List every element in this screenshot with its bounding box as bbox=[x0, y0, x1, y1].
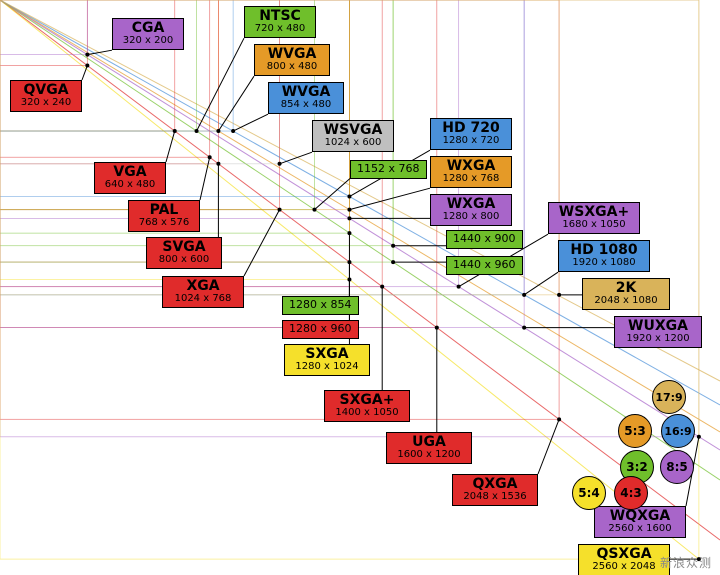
res-r1280b: 1280 x 960 bbox=[282, 320, 359, 339]
res-uga-dims: 1600 x 1200 bbox=[393, 450, 465, 461]
res-wvga1: WVGA800 x 480 bbox=[254, 44, 330, 76]
res-ntsc-name: NTSC bbox=[251, 9, 309, 24]
aspect-5-3: 5:3 bbox=[618, 414, 652, 448]
res-hd1080-name: HD 1080 bbox=[565, 243, 643, 258]
res-svga-dims: 800 x 600 bbox=[153, 255, 215, 266]
res-wxga1: WXGA1280 x 768 bbox=[430, 156, 512, 188]
res-r1440a-dims: 1440 x 900 bbox=[453, 233, 516, 245]
res-cga-dims: 320 x 200 bbox=[119, 36, 177, 47]
res-sxgap-name: SXGA+ bbox=[331, 393, 403, 408]
res-wsvga: WSVGA1024 x 600 bbox=[312, 120, 394, 152]
res-r1280a: 1280 x 854 bbox=[282, 296, 359, 315]
res-svga: SVGA800 x 600 bbox=[146, 237, 222, 269]
res-k2-name: 2K bbox=[589, 281, 663, 296]
res-r1440a: 1440 x 900 bbox=[446, 230, 523, 249]
res-wqxga-name: WQXGA bbox=[601, 509, 679, 524]
res-xga: XGA1024 x 768 bbox=[162, 276, 244, 308]
res-ntsc-dims: 720 x 480 bbox=[251, 24, 309, 35]
res-qxga-dims: 2048 x 1536 bbox=[459, 492, 531, 503]
res-xga-name: XGA bbox=[169, 279, 237, 294]
res-hd720-dims: 1280 x 720 bbox=[437, 136, 505, 147]
res-xga-dims: 1024 x 768 bbox=[169, 294, 237, 305]
res-wvga1-name: WVGA bbox=[261, 47, 323, 62]
res-pal-name: PAL bbox=[135, 203, 193, 218]
res-wxga2-dims: 1280 x 800 bbox=[437, 212, 505, 223]
res-wsxgap: WSXGA+1680 x 1050 bbox=[548, 202, 640, 234]
res-r1152: 1152 x 768 bbox=[350, 160, 427, 179]
res-qxga-name: QXGA bbox=[459, 477, 531, 492]
res-wsvga-dims: 1024 x 600 bbox=[319, 138, 387, 149]
res-wsxgap-dims: 1680 x 1050 bbox=[555, 220, 633, 231]
res-qvga-name: QVGA bbox=[17, 83, 75, 98]
res-wqxga-dims: 2560 x 1600 bbox=[601, 524, 679, 535]
res-wvga2: WVGA854 x 480 bbox=[268, 82, 344, 114]
res-pal-dims: 768 x 576 bbox=[135, 218, 193, 229]
watermark: 新浪众测 bbox=[660, 554, 712, 571]
res-qsxga: QSXGA2560 x 2048 bbox=[578, 544, 670, 575]
res-wuxga-dims: 1920 x 1200 bbox=[621, 334, 695, 345]
res-qvga-dims: 320 x 240 bbox=[17, 98, 75, 109]
res-wuxga-name: WUXGA bbox=[621, 319, 695, 334]
res-hd720: HD 7201280 x 720 bbox=[430, 118, 512, 150]
res-wsxgap-name: WSXGA+ bbox=[555, 205, 633, 220]
res-k2: 2K2048 x 1080 bbox=[582, 278, 670, 310]
res-sxga-name: SXGA bbox=[291, 347, 363, 362]
res-vga-name: VGA bbox=[101, 165, 159, 180]
res-uga-name: UGA bbox=[393, 435, 465, 450]
res-qsxga-dims: 2560 x 2048 bbox=[585, 562, 663, 573]
res-wxga2-name: WXGA bbox=[437, 197, 505, 212]
res-k2-dims: 2048 x 1080 bbox=[589, 296, 663, 307]
aspect-17-9: 17:9 bbox=[652, 380, 686, 414]
res-wxga1-dims: 1280 x 768 bbox=[437, 174, 505, 185]
res-cga-name: CGA bbox=[119, 21, 177, 36]
res-wxga1-name: WXGA bbox=[437, 159, 505, 174]
res-ntsc: NTSC720 x 480 bbox=[244, 6, 316, 38]
aspect-16-9: 16:9 bbox=[661, 414, 695, 448]
res-r1280a-dims: 1280 x 854 bbox=[289, 299, 352, 311]
res-wqxga: WQXGA2560 x 1600 bbox=[594, 506, 686, 538]
res-qvga: QVGA320 x 240 bbox=[10, 80, 82, 112]
aspect-4-3: 4:3 bbox=[614, 476, 648, 510]
res-cga: CGA320 x 200 bbox=[112, 18, 184, 50]
res-uga: UGA1600 x 1200 bbox=[386, 432, 472, 464]
res-svga-name: SVGA bbox=[153, 240, 215, 255]
res-r1440b-dims: 1440 x 960 bbox=[453, 259, 516, 271]
res-vga: VGA640 x 480 bbox=[94, 162, 166, 194]
res-r1152-dims: 1152 x 768 bbox=[357, 163, 420, 175]
res-hd1080: HD 10801920 x 1080 bbox=[558, 240, 650, 272]
res-sxgap: SXGA+1400 x 1050 bbox=[324, 390, 410, 422]
aspect-8-5: 8:5 bbox=[660, 450, 694, 484]
res-qxga: QXGA2048 x 1536 bbox=[452, 474, 538, 506]
res-qsxga-name: QSXGA bbox=[585, 547, 663, 562]
res-wvga1-dims: 800 x 480 bbox=[261, 62, 323, 73]
res-sxga-dims: 1280 x 1024 bbox=[291, 362, 363, 373]
res-sxgap-dims: 1400 x 1050 bbox=[331, 408, 403, 419]
res-hd720-name: HD 720 bbox=[437, 121, 505, 136]
res-r1280b-dims: 1280 x 960 bbox=[289, 323, 352, 335]
res-r1440b: 1440 x 960 bbox=[446, 256, 523, 275]
res-pal: PAL768 x 576 bbox=[128, 200, 200, 232]
res-wxga2: WXGA1280 x 800 bbox=[430, 194, 512, 226]
res-wsvga-name: WSVGA bbox=[319, 123, 387, 138]
res-sxga: SXGA1280 x 1024 bbox=[284, 344, 370, 376]
aspect-5-4: 5:4 bbox=[572, 476, 606, 510]
res-vga-dims: 640 x 480 bbox=[101, 180, 159, 191]
res-wvga2-dims: 854 x 480 bbox=[275, 100, 337, 111]
res-wvga2-name: WVGA bbox=[275, 85, 337, 100]
res-wuxga: WUXGA1920 x 1200 bbox=[614, 316, 702, 348]
res-hd1080-dims: 1920 x 1080 bbox=[565, 258, 643, 269]
